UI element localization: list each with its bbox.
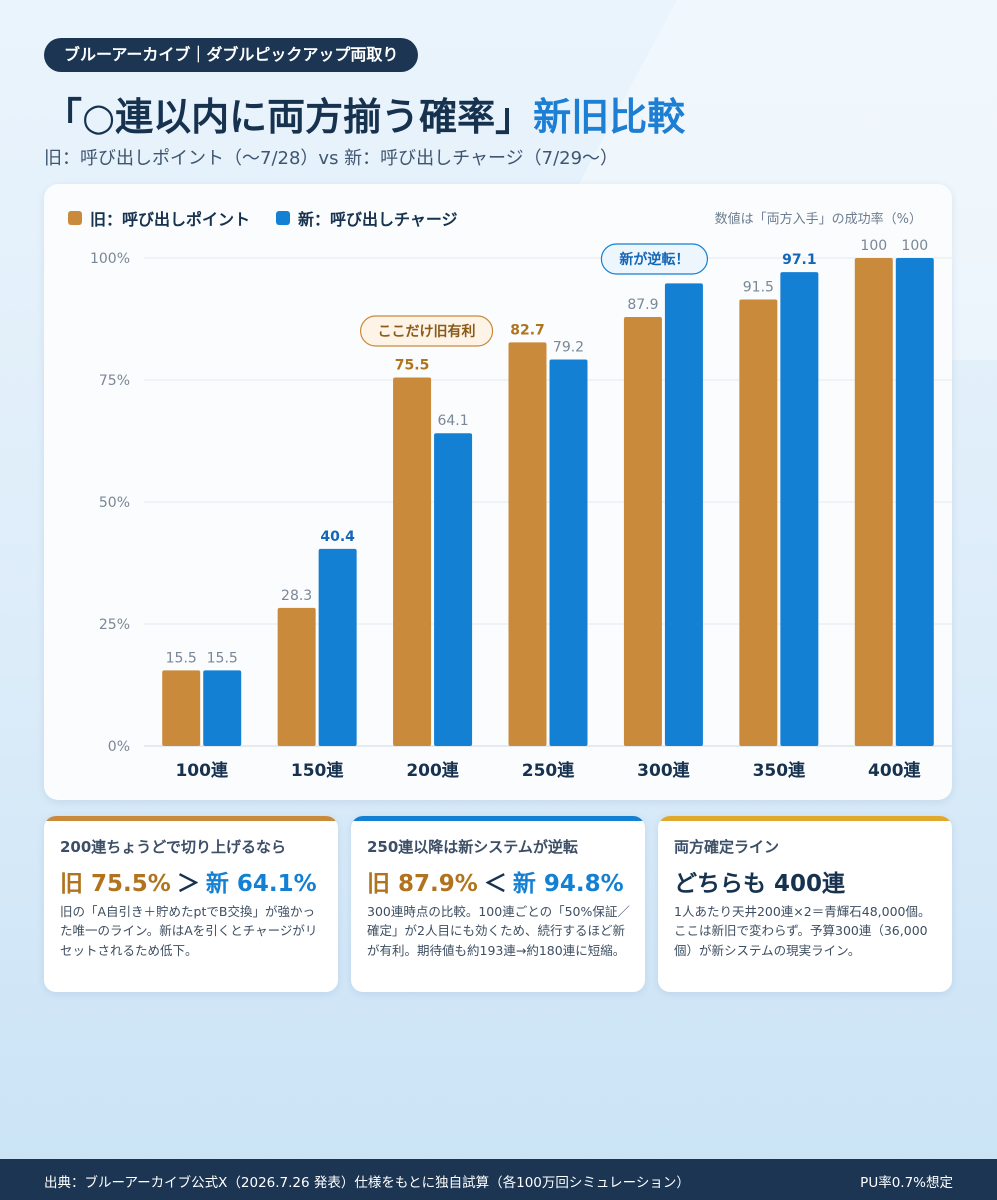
- data-label-new: 79.2: [553, 340, 584, 356]
- legend-swatch-new: [276, 211, 291, 225]
- info-card-250: 250連以降は新システムが逆転 旧 87.9% ＜新 94.8% 300連時点の比…: [351, 816, 645, 992]
- x-tick-label: 400連: [868, 760, 921, 781]
- chart-note: 数値は「両方入手」の成功率（%）: [714, 212, 922, 227]
- footer-pu-rate: PU率0.7%想定: [860, 1175, 953, 1191]
- new-value: 新 94.8%: [512, 871, 624, 897]
- footer-source: 出典：ブルーアーカイブ公式X（2026.7.26 発表）仕様をもとに独自試算（各…: [44, 1175, 690, 1191]
- bar-new: [318, 548, 357, 746]
- bar-old: [854, 258, 893, 746]
- page-title: 「○連以内に両方揃う確率」新旧比較: [44, 86, 685, 141]
- data-label-old: 15.5: [166, 650, 197, 666]
- chart-card: 旧：呼び出しポイント 新：呼び出しチャージ 数値は「両方入手」の成功率（%） 0…: [44, 184, 952, 800]
- info-card-400: 両方確定ライン どちらも 400連 1人あたり天井200連×2＝青輝石48,00…: [658, 816, 952, 992]
- bar-new: [434, 433, 473, 746]
- bar-old: [508, 342, 547, 746]
- y-tick-label: 75%: [99, 373, 130, 389]
- y-tick-label: 25%: [99, 617, 130, 633]
- annotation-bubble: [600, 243, 709, 275]
- bar-old: [393, 377, 432, 746]
- info-card-headline: どちらも 400連: [674, 871, 846, 897]
- bar-new: [203, 670, 242, 746]
- data-label-old: 28.3: [281, 588, 312, 604]
- data-label-new: 15.5: [207, 650, 238, 666]
- title-main: 「○連以内に両方揃う確率」: [44, 95, 534, 139]
- bar-old: [162, 670, 201, 746]
- x-tick-label: 300連: [637, 760, 690, 781]
- bar-new: [895, 258, 934, 746]
- info-card-body: 旧の「A自引き＋貯めたptでB交換」が強かった唯一のライン。新はAを引くとチャー…: [60, 904, 318, 958]
- y-tick-label: 100%: [90, 251, 130, 267]
- comparison-operator: ＞: [176, 871, 200, 897]
- data-label-old: 75.5: [395, 358, 430, 374]
- bar-old: [277, 607, 316, 746]
- x-tick-label: 100連: [175, 760, 228, 781]
- data-label-new: 97.1: [782, 252, 817, 268]
- bar-old: [739, 299, 778, 746]
- new-value: 新 64.1%: [205, 871, 317, 897]
- info-card-body: 1人あたり天井200連×2＝青輝石48,000個。ここは新旧で変わらず。予算30…: [674, 904, 931, 958]
- legend-item-new: 新：呼び出しチャージ: [276, 206, 458, 230]
- info-card-heading: 200連ちょうどで切り上げるなら: [60, 838, 287, 856]
- data-label-old: 82.7: [510, 322, 545, 338]
- info-card-body: 300連時点の比較。100連ごとの「50%保証／確定」が2人目にも効くため、続行…: [367, 904, 630, 958]
- bar-chart: 0% 25% 50% 75% 100% 100連 15.5 15.5 150連 28.3 40.4 2…: [90, 238, 952, 781]
- y-tick-label: 0%: [108, 739, 130, 755]
- info-card-accent-bar: [351, 816, 645, 821]
- footer: 出典：ブルーアーカイブ公式X（2026.7.26 発表）仕様をもとに独自試算（各…: [0, 1159, 997, 1200]
- annotation-text: 新が逆転！: [619, 251, 689, 268]
- info-card-comparison: 旧 87.9% ＜新 94.8%: [367, 864, 635, 898]
- series-pill: ブルーアーカイブ｜ダブルピックアップ両取り: [44, 38, 419, 72]
- info-card-accent-bar: [658, 816, 952, 821]
- legend-label-new: 新：呼び出しチャージ: [298, 210, 458, 229]
- old-value: 旧 87.9%: [367, 871, 478, 897]
- info-card-heading: 両方確定ライン: [674, 838, 780, 856]
- bar-old: [623, 317, 662, 746]
- data-label-new: 40.4: [320, 529, 355, 545]
- data-label-new: 100: [901, 238, 928, 254]
- chart-legend: 旧：呼び出しポイント 新：呼び出しチャージ: [68, 206, 458, 230]
- info-card-accent-bar: [44, 816, 338, 821]
- info-card-heading: 250連以降は新システムが逆転: [367, 838, 578, 856]
- page-subtitle: 旧：呼び出しポイント（〜7/28）vs 新：呼び出しチャージ（7/29〜）: [44, 148, 619, 169]
- x-tick-label: 200連: [406, 760, 459, 781]
- data-label-old: 87.9: [627, 297, 658, 313]
- info-card-comparison: 旧 75.5% ＞新 64.1%: [60, 864, 328, 898]
- data-label-new: 64.1: [437, 413, 468, 429]
- x-tick-label: 150連: [291, 760, 344, 781]
- data-label-old: 100: [860, 238, 887, 254]
- comparison-operator: ＜: [483, 871, 507, 897]
- bar-new: [780, 272, 819, 746]
- data-label-old: 91.5: [743, 279, 774, 295]
- x-tick-label: 350連: [753, 760, 806, 781]
- title-accent: 新旧比較: [533, 95, 686, 139]
- info-card-200: 200連ちょうどで切り上げるなら 旧 75.5% ＞新 64.1% 旧の「A自引き…: [44, 816, 338, 992]
- legend-label-old: 旧：呼び出しポイント: [90, 210, 251, 229]
- y-tick-label: 50%: [99, 495, 130, 511]
- legend-swatch-old: [68, 211, 82, 225]
- old-value: 旧 75.5%: [60, 871, 171, 897]
- x-tick-label: 250連: [522, 760, 575, 781]
- bar-new: [664, 283, 703, 746]
- annotation-bubble: [359, 315, 494, 347]
- annotation-text: ここだけ旧有利: [378, 323, 476, 340]
- bar-new: [549, 359, 588, 746]
- legend-item-old: 旧：呼び出しポイント: [68, 206, 250, 230]
